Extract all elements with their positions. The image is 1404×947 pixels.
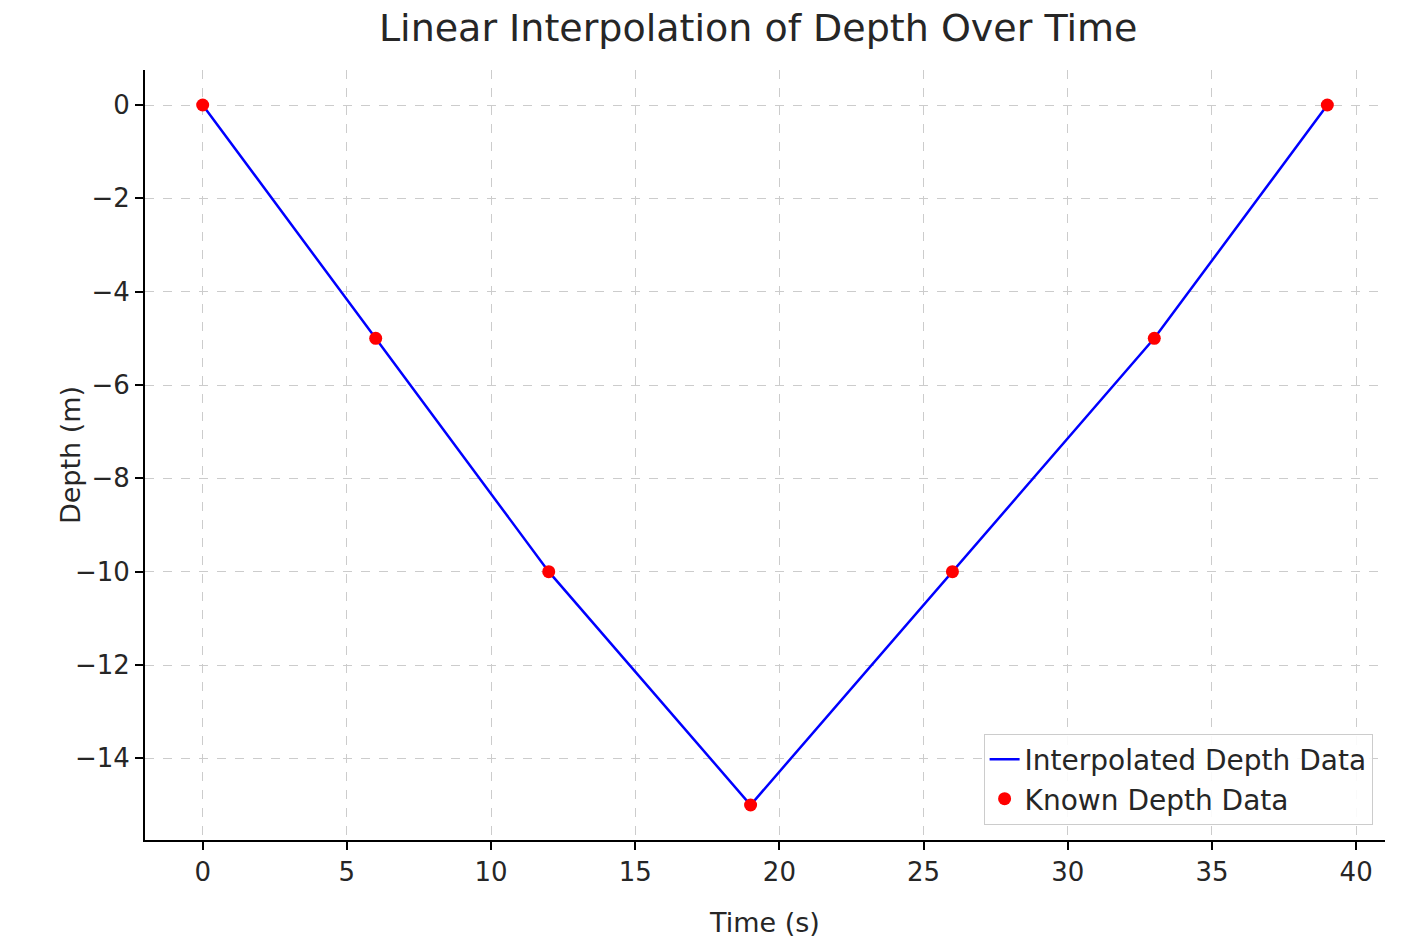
svg-text:Interpolated Depth Data: Interpolated Depth Data <box>1025 744 1366 777</box>
svg-text:15: 15 <box>619 857 652 887</box>
svg-text:Depth (m): Depth (m) <box>55 386 86 524</box>
svg-text:10: 10 <box>475 857 508 887</box>
svg-text:Linear Interpolation of Depth: Linear Interpolation of Depth Over Time <box>379 6 1137 50</box>
svg-text:0: 0 <box>113 90 130 120</box>
svg-text:Time (s): Time (s) <box>709 907 820 938</box>
svg-text:−4: −4 <box>91 277 129 307</box>
svg-text:20: 20 <box>763 857 796 887</box>
svg-text:−6: −6 <box>91 370 129 400</box>
svg-text:5: 5 <box>339 857 356 887</box>
svg-text:35: 35 <box>1195 857 1228 887</box>
svg-text:Known Depth Data: Known Depth Data <box>1025 784 1289 817</box>
svg-text:−14: −14 <box>75 743 130 773</box>
svg-text:−12: −12 <box>75 650 130 680</box>
svg-text:−10: −10 <box>75 557 130 587</box>
svg-text:−2: −2 <box>91 183 129 213</box>
svg-text:0: 0 <box>194 857 211 887</box>
svg-text:25: 25 <box>907 857 940 887</box>
svg-text:−8: −8 <box>91 463 129 493</box>
svg-text:40: 40 <box>1340 857 1373 887</box>
svg-text:30: 30 <box>1051 857 1084 887</box>
